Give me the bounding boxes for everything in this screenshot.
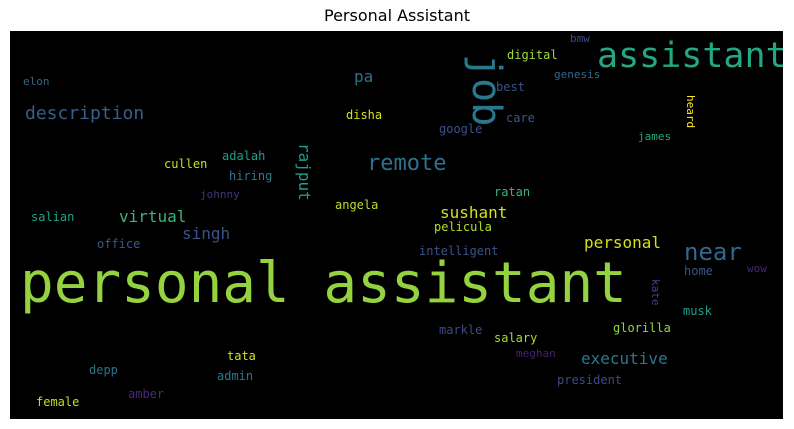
word-cloud: personal assistant assistant job remote … <box>10 31 783 419</box>
word-singh: singh <box>182 224 231 243</box>
word-musk: musk <box>683 304 712 318</box>
word-admin: admin <box>217 369 254 383</box>
word-near: near <box>684 238 742 266</box>
word-office: office <box>97 237 141 251</box>
word-salian: salian <box>31 210 75 224</box>
word-kate: kate <box>649 279 662 306</box>
word-depp: depp <box>89 363 118 377</box>
word-executive: executive <box>581 349 668 368</box>
word-personal-assistant: personal assistant <box>20 251 627 316</box>
word-bmw: bmw <box>570 32 590 45</box>
word-glorilla: glorilla <box>613 321 671 335</box>
word-pa: pa <box>354 67 374 86</box>
word-best: best <box>496 80 525 94</box>
word-personal: personal <box>584 233 662 252</box>
word-female: female <box>36 395 80 409</box>
word-virtual: virtual <box>119 207 187 226</box>
word-digital: digital <box>507 48 558 62</box>
word-home: home <box>684 264 713 278</box>
word-intelligent: intelligent <box>419 244 499 258</box>
word-remote: remote <box>367 151 447 176</box>
word-pelicula: pelicula <box>434 220 492 234</box>
word-salary: salary <box>494 331 538 345</box>
word-care: care <box>506 111 535 125</box>
word-elon: elon <box>23 75 50 88</box>
word-description: description <box>25 103 145 124</box>
word-president: president <box>557 373 623 387</box>
word-james: james <box>638 130 672 143</box>
word-wow: wow <box>747 262 767 275</box>
word-ratan: ratan <box>494 185 531 199</box>
word-johnny: johnny <box>200 188 240 201</box>
word-angela: angela <box>335 198 379 212</box>
word-heard: heard <box>684 95 697 129</box>
word-hiring: hiring <box>229 169 273 183</box>
word-meghan: meghan <box>516 347 556 360</box>
word-cullen: cullen <box>164 157 208 171</box>
word-google: google <box>439 122 483 136</box>
word-disha: disha <box>346 108 383 122</box>
word-sushant: sushant <box>440 203 508 222</box>
figure-title: Personal Assistant <box>324 6 470 25</box>
word-adalah: adalah <box>222 149 266 163</box>
word-tata: tata <box>227 349 256 363</box>
word-genesis: genesis <box>554 68 601 81</box>
word-assistant: assistant <box>597 36 783 76</box>
word-rajput: rajput <box>295 143 314 201</box>
word-amber: amber <box>128 387 165 401</box>
word-markle: markle <box>439 323 483 337</box>
